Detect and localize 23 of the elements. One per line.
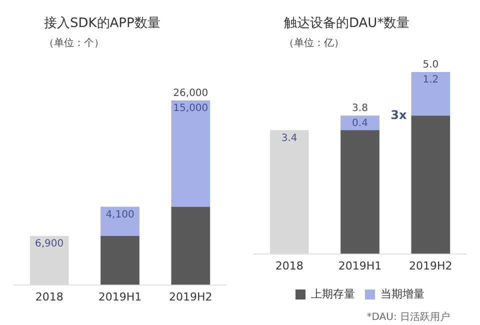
chart-title: 触达设备的DAU*数量 — [284, 15, 411, 32]
data-label: 4,100 — [106, 209, 134, 220]
x-tick-label: 2019H2 — [169, 290, 212, 304]
total-label: 26,000 — [173, 88, 208, 99]
data-label: 15,000 — [173, 102, 208, 114]
x-tick-label: 2018 — [275, 259, 304, 272]
x-tick-label: 2019H1 — [338, 259, 382, 272]
data-label: 3.4 — [281, 132, 298, 144]
data-label: 0.4 — [352, 118, 368, 130]
x-tick-label: 2018 — [35, 290, 64, 304]
legend-label: 上期存量 — [311, 287, 355, 300]
x-tick-label: 2019H1 — [98, 290, 142, 304]
data-label: 1.2 — [422, 74, 439, 86]
total-label: 3.8 — [352, 103, 368, 114]
data-label: 6,900 — [35, 238, 64, 250]
annotation: 3x — [390, 108, 407, 122]
chart-subtitle: （单位：亿） — [284, 36, 345, 50]
text: *DAU: 日活跃用户 — [366, 310, 451, 324]
total-label: 5.0 — [422, 60, 439, 71]
legend-label: 当期增量 — [380, 287, 424, 300]
chart-subtitle: （单位：个） — [44, 36, 105, 50]
chart-title: 接入SDK的APP数量 — [44, 15, 162, 32]
x-tick-label: 2019H2 — [409, 259, 452, 272]
